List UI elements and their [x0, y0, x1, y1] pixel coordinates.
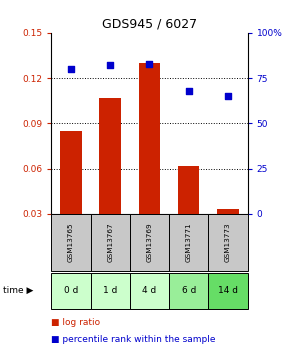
- Bar: [169, 273, 208, 309]
- Text: GSM13771: GSM13771: [186, 223, 192, 262]
- Bar: [178, 166, 200, 214]
- Text: GSM13769: GSM13769: [146, 223, 152, 262]
- Bar: [130, 214, 169, 271]
- Bar: [60, 131, 82, 214]
- Bar: [208, 273, 248, 309]
- Point: [147, 61, 152, 66]
- Text: ■ percentile rank within the sample: ■ percentile rank within the sample: [51, 335, 216, 344]
- Bar: [91, 273, 130, 309]
- Text: time ▶: time ▶: [3, 286, 33, 295]
- Point: [186, 88, 191, 93]
- Bar: [99, 98, 121, 214]
- Text: GSM13765: GSM13765: [68, 223, 74, 262]
- Point: [108, 63, 113, 68]
- Text: 0 d: 0 d: [64, 286, 78, 295]
- Point: [226, 93, 230, 99]
- Text: 1 d: 1 d: [103, 286, 117, 295]
- Text: 6 d: 6 d: [181, 286, 196, 295]
- Text: ■ log ratio: ■ log ratio: [51, 318, 100, 327]
- Bar: [51, 273, 91, 309]
- Bar: [91, 214, 130, 271]
- Text: 14 d: 14 d: [218, 286, 238, 295]
- Point: [69, 66, 73, 72]
- Text: 4 d: 4 d: [142, 286, 156, 295]
- Bar: [208, 214, 248, 271]
- Bar: [169, 214, 208, 271]
- Bar: [130, 273, 169, 309]
- Title: GDS945 / 6027: GDS945 / 6027: [102, 17, 197, 30]
- Bar: [139, 63, 160, 214]
- Bar: [51, 214, 91, 271]
- Text: GSM13767: GSM13767: [107, 223, 113, 262]
- Bar: [217, 209, 239, 214]
- Text: GSM13773: GSM13773: [225, 223, 231, 262]
